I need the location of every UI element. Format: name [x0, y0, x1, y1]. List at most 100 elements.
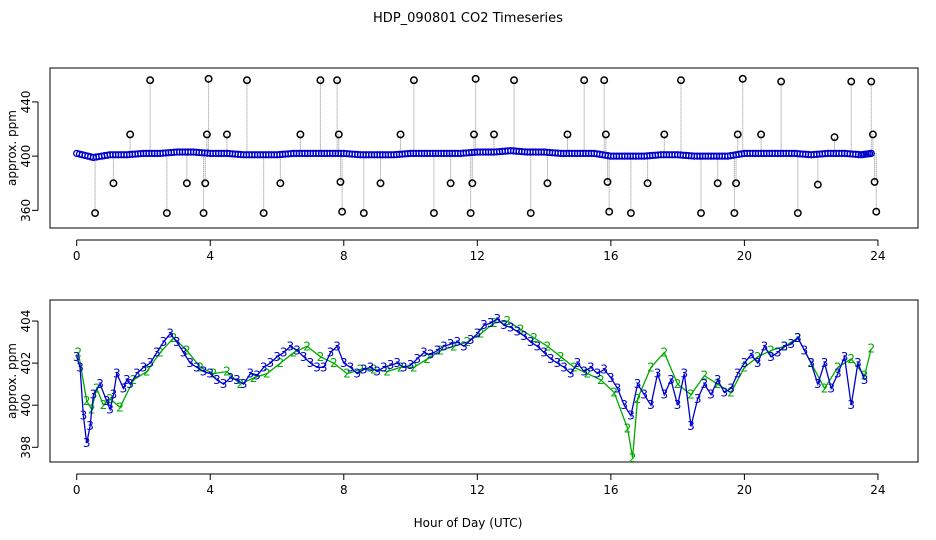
series-marker-3: 3 [580, 365, 588, 379]
series-marker-3: 3 [300, 350, 308, 364]
spike-point [468, 179, 477, 188]
series-marker-3: 3 [794, 331, 802, 345]
series-marker-3: 3 [480, 318, 488, 332]
series-marker-2: 2 [303, 339, 311, 353]
series-marker-3: 3 [507, 320, 515, 334]
series-marker-2: 2 [100, 398, 108, 412]
spike-point [204, 74, 213, 83]
series-marker-3: 3 [153, 346, 161, 360]
series-marker-3: 3 [293, 343, 301, 357]
series-marker-2: 2 [557, 350, 565, 364]
chart-title: HDP_090801 CO2 Timeseries [373, 11, 563, 26]
spike-point [490, 130, 498, 139]
series-marker-3: 3 [347, 360, 355, 374]
y-tick-label: 400 [19, 394, 33, 417]
series-marker-3: 3 [80, 409, 88, 423]
series-marker-3: 3 [714, 373, 722, 387]
spike-point [777, 77, 786, 86]
x-tick-label: 0 [73, 249, 81, 263]
series-marker-3: 3 [123, 373, 131, 387]
series-marker-3: 3 [787, 337, 795, 351]
spike-point [376, 179, 385, 188]
series-marker-3: 3 [767, 350, 775, 364]
series-marker-2: 2 [597, 373, 605, 387]
spike-point [91, 209, 100, 218]
series-marker-3: 3 [620, 398, 628, 412]
series-marker-3: 3 [83, 436, 91, 450]
series-marker-3: 3 [140, 360, 148, 374]
series-marker-3: 3 [267, 356, 275, 370]
lower-y-axis-label: approx. ppm [5, 343, 19, 419]
series-marker-2: 2 [290, 346, 298, 360]
series-marker-3: 3 [280, 346, 288, 360]
series-marker-3: 3 [474, 327, 482, 341]
series-line-2 [77, 320, 872, 458]
series-marker-2: 2 [236, 377, 244, 391]
series-marker-3: 3 [333, 339, 341, 353]
series-marker-3: 3 [741, 356, 749, 370]
series-marker-3: 3 [647, 398, 655, 412]
spike-point [429, 209, 438, 218]
series-marker-2: 2 [767, 343, 775, 357]
series-marker-3: 3 [634, 377, 642, 391]
series-marker-3: 3 [554, 356, 562, 370]
series-marker-3: 3 [727, 381, 735, 395]
spike-point [334, 130, 343, 139]
series-marker-3: 3 [387, 358, 395, 372]
series-marker-2: 2 [143, 365, 151, 379]
series-marker-3: 3 [206, 367, 214, 381]
spike-point [126, 130, 135, 139]
series-marker-2: 2 [544, 339, 552, 353]
series-marker-3: 3 [226, 371, 234, 385]
spike-point [600, 76, 609, 85]
series-marker-3: 3 [427, 348, 435, 362]
series-marker-2: 2 [847, 352, 855, 366]
series-marker-3: 3 [687, 419, 695, 433]
series-marker-3: 3 [96, 377, 104, 391]
upper-y-axis-label: approx. ppm [5, 110, 19, 186]
y-tick-label: 404 [19, 310, 33, 333]
series-marker-2: 2 [223, 365, 231, 379]
y-tick-label: 400 [19, 145, 33, 168]
series-marker-3: 3 [460, 339, 468, 353]
series-marker-2: 2 [687, 388, 695, 402]
series-marker-3: 3 [694, 392, 702, 406]
y-tick-label: 440 [19, 90, 33, 113]
series-marker-3: 3 [233, 373, 241, 387]
spike-point [466, 209, 475, 218]
series-marker-3: 3 [854, 356, 862, 370]
series-marker-3: 3 [774, 346, 782, 360]
series-marker-3: 3 [821, 356, 829, 370]
series-marker-3: 3 [467, 333, 475, 347]
series-marker-2: 2 [834, 360, 842, 374]
series-marker-2: 2 [450, 339, 458, 353]
series-marker-3: 3 [90, 388, 98, 402]
series-marker-3: 3 [413, 352, 421, 366]
spike-point [868, 130, 877, 139]
series-marker-3: 3 [440, 339, 448, 353]
x-tick-label: 20 [737, 249, 752, 263]
series-marker-3: 3 [680, 367, 688, 381]
series-marker-3: 3 [801, 343, 809, 357]
series-marker-3: 3 [246, 367, 254, 381]
series-marker-2: 2 [437, 343, 445, 357]
spike-point [847, 77, 856, 86]
series-marker-3: 3 [627, 409, 635, 423]
series-marker-3: 3 [547, 352, 555, 366]
series-marker-2: 2 [83, 394, 91, 408]
spike-point [222, 130, 231, 139]
series-marker-2: 2 [861, 369, 869, 383]
series-marker-2: 2 [423, 352, 431, 366]
series-marker-3: 3 [180, 346, 188, 360]
series-marker-2: 2 [727, 386, 735, 400]
spike-point [713, 179, 722, 188]
series-marker-3: 3 [594, 367, 602, 381]
series-marker-3: 3 [73, 350, 81, 364]
series-marker-3: 3 [260, 360, 268, 374]
series-marker-2: 2 [741, 360, 749, 374]
series-marker-3: 3 [807, 356, 815, 370]
x-axis-label: Hour of Day (UTC) [414, 516, 523, 530]
spike-point [182, 179, 191, 188]
spike-point [510, 76, 518, 85]
